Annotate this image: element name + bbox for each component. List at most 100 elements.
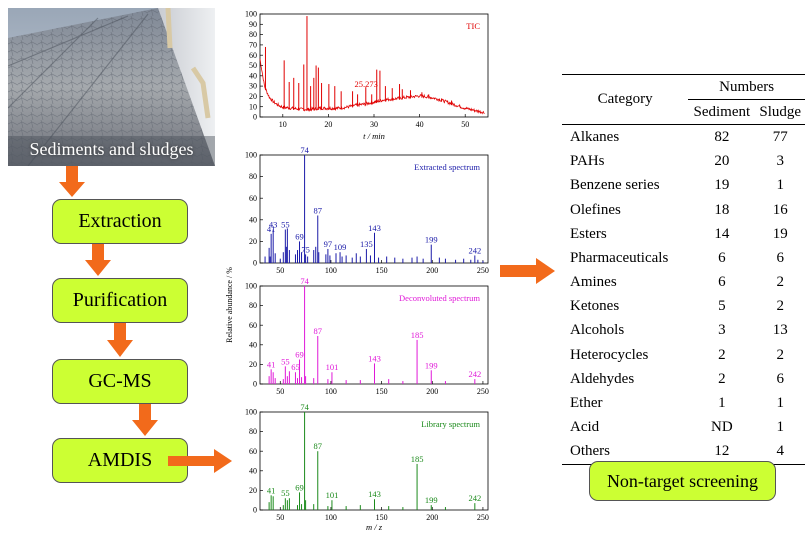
- purification-step: Purification: [52, 278, 188, 323]
- sludge-cell: 2: [776, 298, 785, 315]
- y-tick-label: 20: [249, 360, 257, 369]
- y-axis-label: Relative abundance / %: [225, 267, 234, 343]
- category-cell: Amines: [570, 274, 617, 291]
- table-row: Pharmaceuticals 6 6: [562, 246, 805, 270]
- photo-caption: Sediments and sludges: [29, 139, 194, 159]
- y-tick-label: 80: [249, 30, 257, 39]
- table-row: Acid ND 1: [562, 416, 805, 440]
- chart-title: TIC: [466, 21, 480, 31]
- sludge-cell: 6: [776, 249, 785, 266]
- y-tick-label: 20: [249, 92, 257, 101]
- sediment-cell: 82: [714, 128, 730, 145]
- sediment-cell: 12: [714, 443, 730, 460]
- peak-label: 87: [314, 326, 323, 336]
- non-target-screening-box: Non-target screening: [589, 461, 776, 501]
- peak-label: 87: [314, 441, 323, 451]
- y-tick-label: 50: [249, 61, 257, 70]
- y-tick-label: 0: [253, 259, 257, 268]
- peak-label: 55: [281, 220, 290, 230]
- category-cell: Ketones: [570, 298, 620, 315]
- y-tick-label: 60: [249, 321, 257, 330]
- peak-label: 143: [368, 489, 381, 499]
- x-tick-label: 50: [276, 513, 284, 522]
- x-tick-label: 250: [477, 387, 489, 396]
- y-tick-label: 20: [249, 486, 257, 495]
- peak-label: 143: [368, 353, 381, 363]
- gc-ms-step: GC-MS: [52, 359, 188, 404]
- chart-panel-3: 0 20 40 60 80 100 50 100 150 200 250 Library spectr…: [245, 402, 489, 532]
- table-row: Ketones 5 2: [562, 295, 805, 319]
- y-tick-label: 100: [245, 10, 257, 19]
- y-tick-label: 40: [249, 340, 257, 349]
- table-row: Benzene series 19 1: [562, 174, 805, 198]
- category-cell: Aldehydes: [570, 370, 635, 387]
- y-tick-label: 100: [245, 151, 257, 160]
- y-tick-label: 60: [249, 194, 257, 203]
- peak-label: 242: [468, 369, 481, 379]
- y-tick-label: 80: [249, 427, 257, 436]
- chart-title: Deconvoluted spectrum: [399, 293, 480, 303]
- sediment-cell: 20: [714, 153, 730, 170]
- x-tick-label: 150: [376, 266, 388, 275]
- y-tick-label: 10: [249, 102, 257, 111]
- x-axis-label: t / min: [363, 131, 385, 141]
- extraction-step: Extraction: [52, 199, 188, 244]
- category-cell: Heterocycles: [570, 346, 649, 363]
- table-row: Ether 1 1: [562, 391, 805, 415]
- x-tick-label: 100: [325, 513, 337, 522]
- peak-label: 185: [411, 330, 424, 340]
- compound-category-table: Category Numbers Sediment Sludge Alkanes…: [562, 74, 805, 465]
- peak-label: 65: [291, 362, 300, 372]
- peak-label: 135: [360, 239, 373, 249]
- peak-label: 109: [334, 242, 347, 252]
- sediment-cell: 18: [714, 201, 730, 218]
- table-row: Alcohols 3 13: [562, 319, 805, 343]
- peak-label: 87: [314, 205, 323, 215]
- peak-label: 69: [295, 231, 304, 241]
- sediment-cell: 6: [718, 249, 726, 266]
- table-row: Heterocycles 2 2: [562, 343, 805, 367]
- y-tick-label: 0: [253, 380, 257, 389]
- peak-label: 43: [269, 220, 278, 230]
- peak-label: 74: [300, 276, 309, 286]
- peak-label: 55: [281, 356, 290, 366]
- y-tick-label: 0: [253, 506, 257, 515]
- sediment-cell: 2: [718, 346, 726, 363]
- x-tick-label: 200: [426, 387, 438, 396]
- x-tick-label: 40: [416, 120, 424, 129]
- category-cell: Benzene series: [570, 177, 660, 194]
- x-axis-label: m / z: [366, 522, 383, 532]
- chart-title: Library spectrum: [421, 419, 480, 429]
- y-tick-label: 60: [249, 447, 257, 456]
- table-row: Alkanes 82 77: [562, 124, 805, 150]
- plot-frame: [259, 285, 489, 385]
- chart-title: Extracted spectrum: [414, 162, 480, 172]
- category-cell: Alcohols: [570, 322, 625, 339]
- y-tick-label: 30: [249, 82, 257, 91]
- x-tick-label: 150: [376, 387, 388, 396]
- sediment-photo: Sediments and sludges: [8, 8, 215, 166]
- peak-label: 242: [468, 245, 481, 255]
- category-cell: Olefines: [570, 201, 621, 218]
- peak-label: 41: [267, 485, 276, 495]
- x-tick-label: 20: [324, 120, 332, 129]
- table-row: Esters 14 19: [562, 222, 805, 246]
- x-tick-label: 30: [370, 120, 378, 129]
- sludge-cell: 2: [776, 346, 785, 363]
- peak-label: 185: [411, 454, 424, 464]
- x-tick-label: 50: [276, 266, 284, 275]
- arrow-purification-to-gcms: [107, 323, 133, 357]
- peak-label: 199: [425, 495, 438, 505]
- category-cell: Esters: [570, 225, 607, 242]
- category-cell: Others: [570, 443, 610, 460]
- x-tick-label: 250: [477, 266, 489, 275]
- x-tick-label: 200: [426, 266, 438, 275]
- category-cell: Pharmaceuticals: [570, 249, 669, 266]
- y-tick-label: 60: [249, 51, 257, 60]
- y-tick-label: 100: [245, 408, 257, 417]
- plot-frame: [259, 154, 489, 264]
- x-tick-label: 100: [325, 387, 337, 396]
- x-tick-label: 200: [426, 513, 438, 522]
